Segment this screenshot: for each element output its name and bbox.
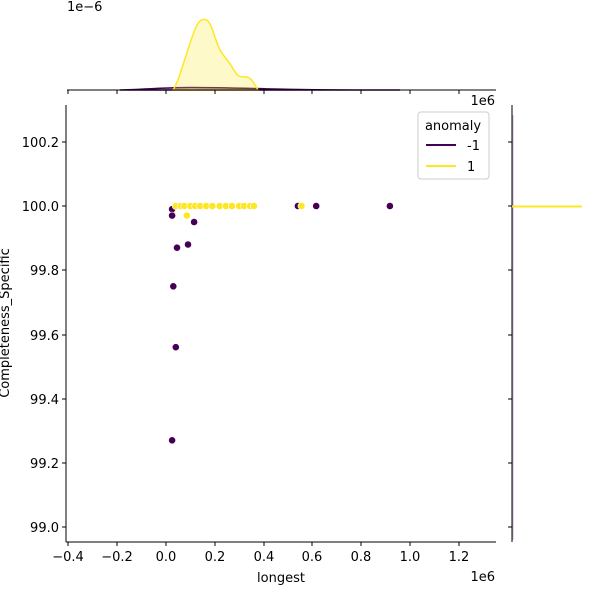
data-point — [312, 202, 321, 210]
legend-label-pos: 1 — [467, 160, 475, 175]
top-marginal-offset-text: 1e−6 — [67, 0, 102, 15]
legend-title: anomaly — [425, 119, 481, 134]
svg-text:99.0: 99.0 — [30, 521, 59, 536]
data-point — [168, 211, 176, 220]
scatter-points — [168, 202, 394, 445]
data-point — [171, 343, 180, 352]
right-marginal-ticks — [508, 141, 512, 528]
kde-anomaly-pos-top — [171, 18, 260, 91]
y-axis-label: Completeness_Specific — [0, 248, 13, 398]
x-axis-label: longest — [257, 571, 305, 586]
svg-text:99.8: 99.8 — [30, 264, 59, 279]
data-point — [190, 218, 198, 226]
svg-text:0.4: 0.4 — [254, 550, 275, 565]
svg-text:0.2: 0.2 — [205, 550, 226, 565]
svg-text:0.8: 0.8 — [351, 550, 372, 565]
svg-text:0.6: 0.6 — [302, 550, 323, 565]
x-axis-ticks: −0.4 −0.2 0.0 0.2 0.4 0.6 0.8 1.0 1.2 1e… — [52, 542, 495, 585]
data-point — [297, 202, 306, 210]
y-axis-ticks: 100.2 100.0 99.8 99.6 99.4 99.2 99.0 — [22, 136, 66, 536]
svg-text:99.4: 99.4 — [30, 393, 59, 408]
right-marginal-offset-text: 1e6 — [470, 94, 495, 109]
data-point — [184, 240, 192, 249]
legend-label-neg: -1 — [467, 139, 480, 154]
main-axes — [65, 105, 496, 543]
svg-text:0.0: 0.0 — [156, 550, 177, 565]
data-point — [173, 243, 181, 252]
svg-text:100.0: 100.0 — [22, 200, 59, 215]
top-marginal-ticks — [67, 90, 460, 94]
legend: anomaly -1 1 — [417, 111, 490, 180]
svg-text:1.2: 1.2 — [449, 550, 470, 565]
data-point — [169, 282, 178, 291]
svg-text:99.6: 99.6 — [30, 329, 59, 344]
right-marginal-kde — [508, 105, 582, 542]
data-point — [227, 202, 236, 210]
svg-text:−0.4: −0.4 — [52, 550, 84, 565]
data-point — [182, 211, 191, 220]
top-marginal-kde: 1e−6 1e6 — [67, 0, 496, 109]
svg-text:100.2: 100.2 — [22, 136, 59, 151]
data-point — [168, 436, 176, 445]
x-offset-text: 1e6 — [470, 570, 495, 585]
data-point — [385, 202, 394, 210]
data-point — [249, 202, 258, 210]
data-point — [208, 202, 217, 210]
svg-text:−0.2: −0.2 — [101, 550, 133, 565]
svg-text:99.2: 99.2 — [30, 457, 59, 472]
svg-text:1.0: 1.0 — [400, 550, 421, 565]
